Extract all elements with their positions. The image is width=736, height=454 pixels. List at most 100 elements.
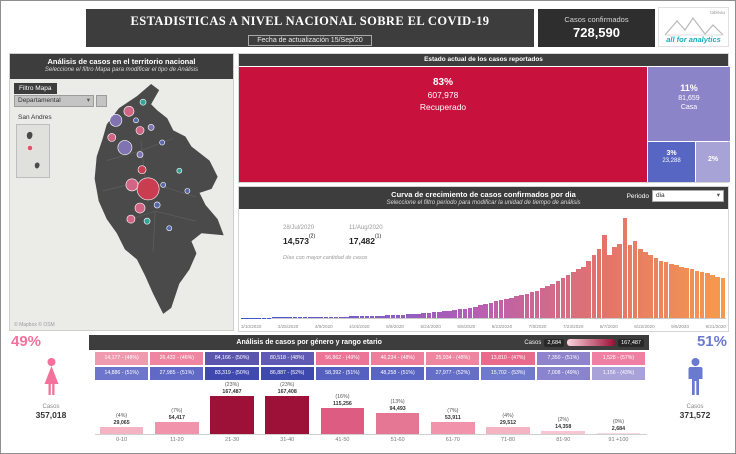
female-age-cell[interactable]: 26,432 - (46%) [150, 352, 204, 365]
daily-cases-bar[interactable] [369, 316, 375, 318]
daily-cases-bar[interactable] [540, 288, 545, 318]
daily-cases-bar[interactable] [498, 300, 504, 318]
daily-cases-bar[interactable] [601, 234, 607, 318]
male-age-cell[interactable]: 14,886 - (51%) [95, 367, 149, 380]
daily-cases-bar[interactable] [607, 255, 612, 318]
daily-cases-bar[interactable] [400, 314, 406, 318]
daily-cases-bar[interactable] [385, 315, 390, 318]
daily-cases-bar[interactable] [514, 296, 519, 318]
female-age-cell[interactable]: 46,234 - (48%) [371, 352, 425, 365]
daily-cases-bar[interactable] [241, 317, 246, 318]
daily-cases-bar[interactable] [493, 301, 499, 318]
daily-cases-bar[interactable] [483, 304, 488, 318]
map-bubble[interactable] [159, 139, 166, 146]
treemap-block-casa[interactable]: 11% 81,659 Casa [648, 67, 730, 141]
daily-cases-bar[interactable] [287, 317, 292, 318]
daily-cases-bar[interactable] [395, 314, 401, 318]
daily-cases-bar[interactable] [282, 317, 287, 318]
treemap-block-fourth[interactable]: 2% [696, 142, 730, 182]
map-bubble[interactable] [147, 124, 155, 131]
female-age-cell[interactable]: 56,862 - (49%) [315, 352, 370, 365]
daily-cases-bar[interactable] [447, 310, 452, 318]
daily-cases-bar[interactable] [648, 255, 653, 318]
daily-cases-bar[interactable] [668, 263, 674, 318]
daily-cases-bar[interactable] [426, 312, 432, 318]
filter-options-icon[interactable] [96, 95, 107, 107]
daily-cases-bar[interactable] [565, 275, 571, 318]
daily-cases-bar[interactable] [638, 249, 643, 318]
daily-cases-bar[interactable] [251, 317, 256, 318]
map-bubble[interactable] [143, 217, 151, 225]
map-bubble[interactable] [160, 182, 167, 188]
daily-cases-bar[interactable] [333, 316, 339, 318]
daily-cases-bar[interactable] [323, 316, 329, 318]
daily-cases-bar[interactable] [246, 317, 251, 318]
daily-cases-bar[interactable] [545, 285, 550, 318]
map-bubble[interactable] [137, 165, 147, 175]
daily-cases-bar[interactable] [431, 312, 437, 318]
male-age-cell[interactable]: 1,156 - (43%) [591, 367, 646, 380]
map-bubble[interactable] [133, 117, 139, 124]
daily-cases-bar[interactable] [653, 257, 659, 318]
age-total-bar[interactable] [154, 422, 199, 434]
female-age-cell[interactable]: 25,934 - (48%) [426, 352, 480, 365]
daily-cases-bar[interactable] [421, 313, 427, 318]
daily-cases-bar[interactable] [302, 317, 308, 318]
daily-cases-bar[interactable] [560, 277, 566, 318]
map-bubble[interactable] [176, 167, 183, 174]
daily-cases-bar[interactable] [586, 260, 592, 318]
male-age-cell[interactable]: 58,392 - (51%) [315, 367, 370, 380]
daily-cases-bar[interactable] [694, 271, 700, 318]
daily-cases-bar[interactable] [406, 314, 411, 318]
male-age-cell[interactable]: 83,319 - (50%) [205, 367, 259, 380]
male-age-cell[interactable]: 15,702 - (53%) [481, 367, 535, 380]
female-age-cell[interactable]: 7,350 - (51%) [536, 352, 590, 365]
daily-cases-bar[interactable] [550, 283, 555, 318]
male-age-cell[interactable]: 27,977 - (52%) [426, 367, 480, 380]
daily-cases-bar[interactable] [297, 317, 303, 318]
daily-cases-bar[interactable] [457, 309, 463, 318]
map-filter-dropdown[interactable]: Departamental ▾ [14, 95, 94, 107]
daily-cases-bar[interactable] [364, 316, 370, 318]
daily-cases-bar[interactable] [318, 316, 323, 318]
period-dropdown[interactable]: dia ▾ [652, 190, 724, 202]
daily-cases-bar[interactable] [390, 315, 396, 318]
female-age-cell[interactable]: 14,177 - (48%) [95, 352, 149, 365]
daily-cases-bar[interactable] [503, 299, 509, 318]
daily-cases-bar[interactable] [720, 277, 726, 318]
daily-cases-bar[interactable] [380, 315, 385, 318]
male-age-cell[interactable]: 48,258 - (51%) [371, 367, 425, 380]
age-total-bar[interactable] [486, 427, 530, 434]
daily-cases-bar[interactable] [462, 308, 468, 318]
daily-cases-bar[interactable] [519, 295, 524, 318]
daily-cases-bar[interactable] [705, 273, 710, 318]
daily-cases-bar[interactable] [488, 303, 494, 318]
daily-cases-bar[interactable] [411, 314, 416, 318]
daily-cases-bar[interactable] [663, 261, 669, 318]
daily-cases-bar[interactable] [338, 316, 344, 318]
daily-cases-bar[interactable] [684, 267, 689, 318]
daily-cases-bar[interactable] [581, 266, 586, 318]
daily-cases-bar[interactable] [576, 269, 581, 318]
map-bubble[interactable] [153, 201, 161, 209]
daily-cases-bar[interactable] [261, 317, 267, 318]
map-bubble[interactable] [126, 214, 136, 224]
daily-cases-bar[interactable] [359, 316, 365, 318]
treemap-block-third[interactable]: 3% 23,288 [648, 142, 695, 182]
daily-cases-bar[interactable] [524, 293, 530, 318]
daily-cases-bar[interactable] [632, 240, 638, 318]
daily-cases-bar[interactable] [271, 317, 277, 318]
female-age-cell[interactable]: 13,810 - (47%) [481, 352, 535, 365]
daily-cases-bar[interactable] [617, 243, 622, 318]
daily-cases-bar[interactable] [534, 290, 540, 318]
map-bubble[interactable] [166, 225, 173, 232]
map-bubble[interactable] [107, 133, 117, 142]
daily-cases-bar[interactable] [442, 311, 447, 318]
daily-cases-bar[interactable] [658, 260, 664, 318]
daily-cases-bar[interactable] [699, 272, 705, 318]
map-bubble[interactable] [135, 126, 145, 135]
map-bubble[interactable] [136, 177, 160, 201]
age-total-bar[interactable] [99, 427, 144, 434]
map-bubble[interactable] [136, 151, 144, 158]
daily-cases-bar[interactable] [591, 255, 597, 318]
